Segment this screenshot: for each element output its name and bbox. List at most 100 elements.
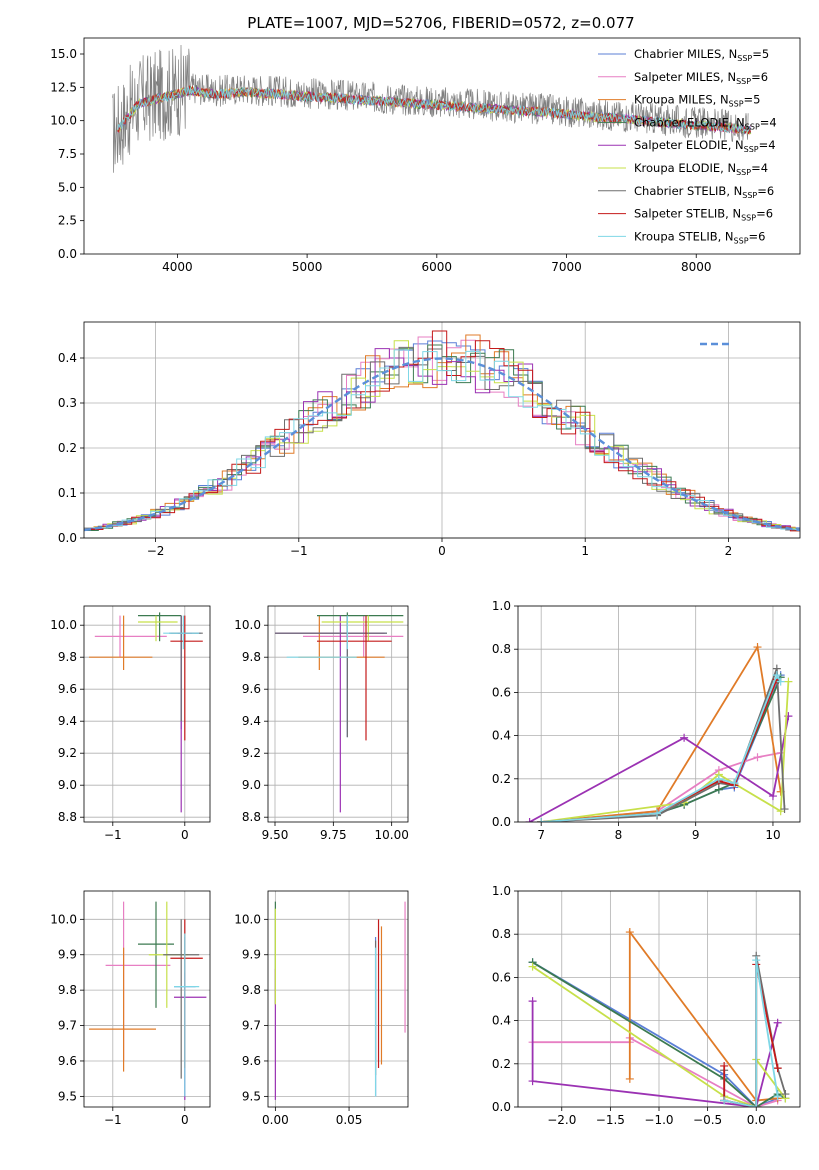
- weight-point-marker: [773, 1064, 782, 1073]
- y-tick-label: 0.0: [58, 531, 77, 545]
- panel-mass-vs-ebv: 0.00 0.05 9.5 9.6 9.7 9.8 9.9 10.0: [234, 890, 409, 1127]
- histogram-steps: [88, 330, 800, 532]
- x-tick-label: 6000: [422, 260, 453, 274]
- weight-point-marker: [781, 1090, 790, 1099]
- x-tick-label: −0.5: [693, 1113, 722, 1127]
- weight-point-marker: [528, 1077, 537, 1086]
- y-tick-label: 9.8: [58, 983, 77, 997]
- y-tick-label: 9.4: [242, 714, 261, 728]
- weight-series-line: [531, 1001, 779, 1107]
- y-tick-label: 7.5: [58, 147, 77, 161]
- plot-area: [528, 928, 790, 1107]
- plot-area: [275, 612, 404, 813]
- legend-entry: Kroupa ELODIE, NSSP=4: [634, 161, 768, 177]
- y-tick-label: 9.6: [58, 1054, 77, 1068]
- y-tick-label: 9.8: [242, 650, 261, 664]
- weight-point-marker: [653, 809, 662, 818]
- weight-point-marker: [680, 733, 689, 742]
- weight-point-marker: [625, 928, 634, 937]
- legend-count: =6: [756, 207, 773, 221]
- legend-entry: Salpeter MILES, NSSP=6: [634, 70, 768, 86]
- axes-frame: [83, 890, 211, 1108]
- x-tick-label: 4000: [162, 260, 193, 274]
- legend-entry: Salpeter STELIB, NSSP=6: [634, 207, 773, 223]
- weight-series-line: [541, 673, 782, 822]
- y-tick-label: 9.8: [242, 983, 261, 997]
- legend-count: =6: [757, 184, 774, 198]
- histogram-steps: [84, 340, 800, 531]
- panel-mass-vs-z: −1 0 9.5 9.6 9.7 9.8 9.9 10.0: [50, 890, 211, 1127]
- plot-area: [84, 330, 800, 532]
- weight-point-marker: [720, 1061, 729, 1070]
- y-tick-label: 10.0: [234, 912, 261, 926]
- weight-point-marker: [773, 1092, 782, 1101]
- x-tick-label: 0: [181, 828, 189, 842]
- weight-point-marker: [776, 677, 785, 686]
- y-tick-label: 9.2: [58, 746, 77, 760]
- axes-frame: [517, 605, 801, 823]
- legend-count: =5: [752, 47, 769, 61]
- x-tick-label: 7: [537, 828, 545, 842]
- weight-series-line: [723, 964, 779, 1107]
- y-tick-label: 0.4: [492, 1014, 511, 1028]
- axes-frame: [83, 37, 801, 255]
- y-tick-label: 0.2: [58, 441, 77, 455]
- y-tick-label: 5.0: [58, 180, 77, 194]
- y-tick-label: 10.0: [50, 618, 77, 632]
- x-tick-label: 9.75: [320, 828, 347, 842]
- x-tick-label: −1.0: [644, 1113, 673, 1127]
- x-tick-label: 8000: [681, 260, 712, 274]
- x-tick-label: 1: [581, 544, 589, 558]
- x-tick-label: −2: [147, 544, 165, 558]
- plot-area: [525, 643, 793, 822]
- x-tick-label: 0: [438, 544, 446, 558]
- panel-age-vs-mass: 9.50 9.75 10.00 8.8 9.0 9.2 9.4 9.6 9.8 10.0: [234, 605, 409, 842]
- legend-count: =4: [760, 115, 777, 129]
- y-tick-label: 9.0: [58, 778, 77, 792]
- legend-entry: Kroupa MILES, NSSP=5: [634, 93, 760, 109]
- y-tick-label: 10.0: [50, 912, 77, 926]
- y-tick-label: 0.6: [492, 970, 511, 984]
- plot-area: [112, 44, 752, 173]
- x-tick-label: 10: [765, 828, 780, 842]
- weight-point-marker: [537, 818, 546, 822]
- legend-subscript: SSP: [741, 214, 756, 223]
- x-tick-label: −1: [104, 828, 122, 842]
- legend-entry: Chabrier ELODIE, NSSP=4: [634, 115, 777, 131]
- y-tick-label: 0.8: [492, 642, 511, 656]
- panel-mass-weight-vs-age: 7 8 9 10 0.0 0.2 0.4 0.6 0.8 1.0: [492, 599, 801, 842]
- legend-count: =5: [744, 93, 761, 107]
- x-tick-label: 0.0: [747, 1113, 766, 1127]
- plot-area: [274, 901, 406, 1100]
- legend-count: =6: [749, 229, 766, 243]
- y-tick-label: 0.8: [492, 927, 511, 941]
- y-tick-label: 0.2: [492, 1057, 511, 1071]
- weight-series-line: [529, 716, 790, 822]
- y-tick-label: 9.0: [242, 778, 261, 792]
- y-tick-label: 9.6: [242, 682, 261, 696]
- weight-series-line: [541, 644, 782, 822]
- observed-spectrum-line: [112, 44, 749, 173]
- weight-point-marker: [752, 956, 761, 965]
- weight-point-marker: [772, 671, 781, 680]
- legend-entry: Chabrier STELIB, NSSP=6: [634, 184, 774, 200]
- y-tick-label: 0.0: [58, 247, 77, 261]
- weight-point-marker: [753, 753, 762, 762]
- x-tick-label: 0.00: [262, 1113, 289, 1127]
- x-tick-label: 9: [692, 828, 700, 842]
- histogram-steps: [84, 346, 800, 531]
- x-tick-label: 10.00: [374, 828, 408, 842]
- legend-count: =4: [751, 161, 768, 175]
- x-tick-label: 8: [615, 828, 623, 842]
- y-tick-label: 0.2: [492, 772, 511, 786]
- weight-point-marker: [528, 962, 537, 971]
- normal-curve: [84, 357, 800, 532]
- weight-point-marker: [773, 1018, 782, 1027]
- weight-point-marker: [720, 1096, 729, 1105]
- legend-subscript: SSP: [742, 191, 757, 200]
- x-tick-label: −1.5: [596, 1113, 625, 1127]
- y-tick-label: 9.7: [58, 1019, 77, 1033]
- y-tick-label: 9.8: [58, 650, 77, 664]
- x-tick-label: 9.50: [262, 828, 289, 842]
